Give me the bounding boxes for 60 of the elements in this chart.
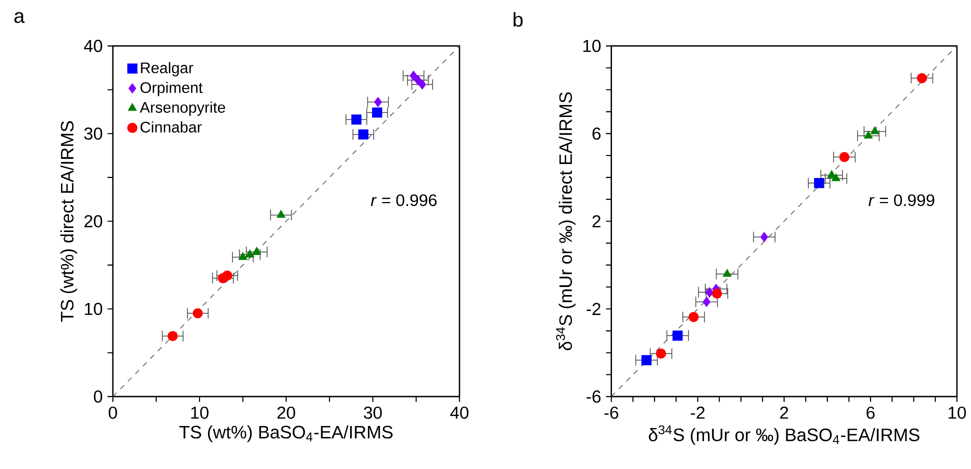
x-tick-label: 30: [364, 406, 382, 419]
legend-label: Realgar: [141, 62, 194, 76]
y-tick-label: -2: [586, 302, 600, 315]
point: [672, 330, 683, 340]
legend-label: Arsenopyrite: [140, 101, 226, 116]
y-tick-label: 0: [94, 390, 102, 402]
x-tick-label: 6: [866, 406, 875, 419]
y-tick-label: 10: [583, 40, 601, 52]
y-tick-label: -6: [586, 390, 601, 402]
x-tick-label: 10: [191, 406, 208, 419]
point: [238, 252, 248, 260]
point: [832, 173, 840, 181]
y-tick-label: 40: [84, 40, 102, 52]
y-tick-label: 30: [84, 127, 102, 140]
point: [870, 126, 880, 134]
legend-label: Cinnabar: [140, 121, 202, 132]
x-tick-label: 10: [948, 406, 966, 419]
x-tick-label: 0: [108, 406, 118, 419]
point: [864, 130, 873, 138]
point: [688, 312, 699, 322]
chart-title: b: [514, 12, 523, 27]
point: [410, 70, 418, 81]
point: [245, 249, 254, 257]
y-axis-title: TS (wt%) direct EA/IRMS: [60, 120, 78, 322]
point: [641, 354, 652, 366]
y-axis-title: δ$^{34}$S (mUr or ‰) direct EA/IRMS: [556, 92, 576, 350]
annotation: r = 0.996: [370, 194, 437, 206]
point: [418, 79, 426, 90]
point: [722, 268, 732, 276]
y-tick-label: 2: [592, 214, 600, 228]
x-axis-title: δ$^{34}$S (mUr or ‰) BaSO$_{4}$-EA/IRMS: [648, 425, 920, 445]
point: [351, 114, 362, 124]
point: [839, 152, 850, 162]
point: [414, 74, 422, 85]
x-tick-label: -6: [604, 406, 618, 419]
point: [192, 308, 203, 318]
point: [358, 129, 368, 140]
point: [760, 232, 768, 242]
x-axis-title: TS (wt%) BaSO$_{4}$-EA/IRMS: [179, 425, 393, 442]
point: [276, 210, 286, 218]
point: [916, 72, 928, 83]
x-tick-label: 2: [780, 406, 788, 418]
point: [702, 296, 710, 307]
annotation: r = 0.999: [868, 194, 934, 206]
x-tick-label: -2: [690, 406, 705, 418]
point: [814, 178, 824, 188]
x-tick-label: 40: [450, 406, 468, 419]
point: [252, 246, 262, 254]
y-tick-label: 6: [592, 127, 601, 140]
y-tick-label: 20: [84, 214, 102, 228]
point: [372, 107, 382, 118]
chart-title: a: [14, 12, 25, 23]
x-tick-label: 20: [277, 406, 296, 419]
legend-label: Orpiment: [140, 82, 203, 96]
point: [374, 96, 382, 107]
point: [656, 348, 666, 358]
point: [712, 288, 722, 298]
y-tick-label: 10: [84, 302, 102, 315]
point: [168, 330, 178, 341]
point: [706, 286, 714, 298]
